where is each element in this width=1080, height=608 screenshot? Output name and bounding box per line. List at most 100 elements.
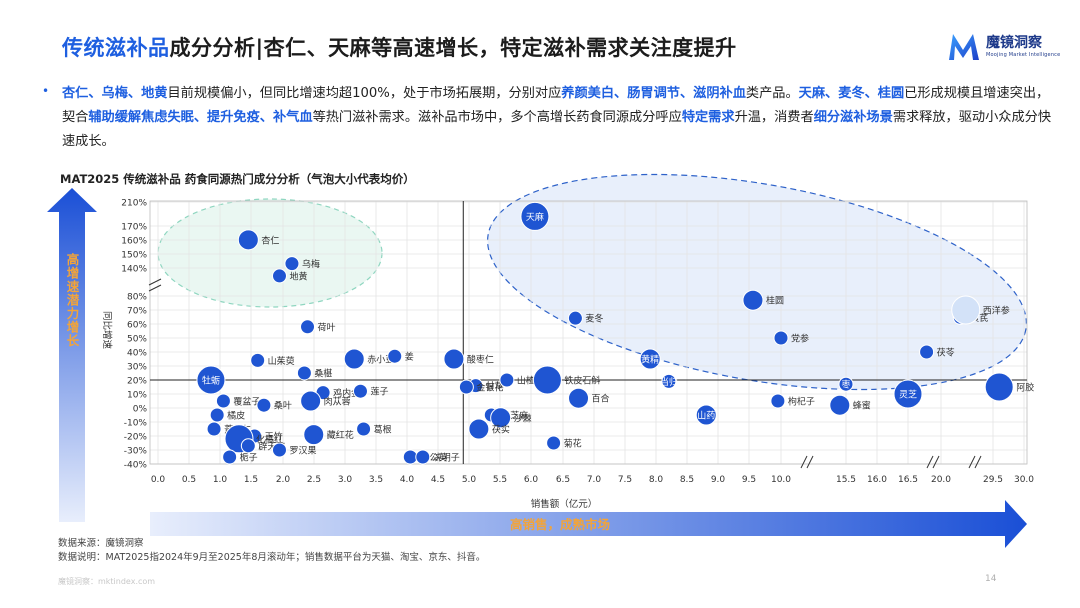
x-tick-label: 0.5 bbox=[182, 475, 196, 485]
bubble-label: 当归 bbox=[660, 376, 678, 388]
x-tick-label: 3.5 bbox=[369, 475, 383, 485]
bubble-菊花 bbox=[546, 435, 562, 451]
bubble-label: 桑叶 bbox=[274, 401, 292, 412]
x-tick-label: 9.5 bbox=[742, 475, 756, 485]
x-tick-label: 5.0 bbox=[462, 475, 477, 485]
bubble-葛根 bbox=[356, 421, 372, 437]
bubble-label: 葛根 bbox=[374, 424, 392, 436]
plot-border bbox=[149, 200, 1028, 465]
page-title-rest: 成分分析|杏仁、天麻等高速增长，特定滋补需求关注度提升 bbox=[169, 36, 737, 60]
y-tick-label: 40% bbox=[127, 349, 147, 359]
x-axis-break-mark bbox=[806, 455, 814, 469]
summary-text: 等热门滋补需求。滋补品市场中，多个高增长药食同源成分呼应 bbox=[312, 110, 682, 125]
bubble-label: 茯苓 bbox=[937, 347, 955, 359]
high-growth-cluster-ellipse bbox=[157, 198, 383, 308]
bubble-黄精 bbox=[639, 348, 661, 370]
bubble-金银花 bbox=[458, 379, 474, 395]
summary-highlight: 细分滋补场景 bbox=[813, 110, 893, 125]
bubble-label: 莲子 bbox=[370, 386, 388, 398]
x-tick-label: 16.0 bbox=[867, 475, 887, 485]
x-tick-label: 0.0 bbox=[151, 475, 166, 485]
x-tick-label: 3.0 bbox=[338, 475, 353, 485]
x-tick-label: 7.0 bbox=[587, 475, 602, 485]
x-tick-label: 16.5 bbox=[898, 475, 918, 485]
bubble-label: 化橘红 bbox=[256, 433, 283, 445]
x-tick-label: 6.5 bbox=[556, 475, 570, 485]
summary-highlight: 特定需求 bbox=[681, 110, 735, 125]
growth-arrow-label: 高增速潜力增长 bbox=[65, 252, 80, 348]
x-tick-label: 7.5 bbox=[618, 475, 632, 485]
summary-highlight: 天麻、麦冬、桂圆 bbox=[798, 86, 905, 101]
bubble-label: 菊花 bbox=[564, 438, 582, 450]
bubble-茯苓 bbox=[919, 344, 935, 360]
bubble-label: 麦冬 bbox=[585, 313, 603, 325]
footer-site: 魔镜洞察：mktindex.com bbox=[58, 577, 156, 586]
bubble-橘皮 bbox=[209, 407, 225, 423]
x-tick-label: 1.5 bbox=[244, 475, 258, 485]
bubble-荷叶 bbox=[300, 319, 316, 335]
bubble-百合 bbox=[568, 387, 590, 409]
x-tick-label: 2.0 bbox=[276, 475, 291, 485]
bubble-枣 bbox=[838, 376, 854, 392]
bubble-label: 橘皮 bbox=[227, 410, 245, 422]
y-tick-label: 50% bbox=[127, 335, 147, 345]
bubble-label: 甘草 bbox=[486, 380, 504, 392]
y-tick-label: 80% bbox=[127, 293, 147, 303]
x-axis-break-mark bbox=[926, 455, 934, 469]
mature-growth-cluster-ellipse bbox=[487, 173, 1027, 391]
y-tick-label: 30% bbox=[127, 363, 147, 373]
bubble-山药 bbox=[695, 404, 717, 426]
bubble-label: 茯实 bbox=[492, 424, 510, 436]
bubble-label: 蜂蜜 bbox=[853, 400, 871, 412]
y-tick-label: 20% bbox=[127, 377, 147, 387]
bubble-阿胶 bbox=[984, 372, 1014, 402]
bubble-枸杞子 bbox=[770, 393, 786, 409]
y-axis-break-mark bbox=[148, 284, 162, 292]
y-tick-label: 150% bbox=[121, 251, 147, 261]
bubble-薏苡仁 bbox=[206, 421, 222, 437]
bubble-label: 天麻 bbox=[526, 211, 544, 223]
y-tick-label: 60% bbox=[127, 321, 147, 331]
bubble-label: 杏仁 bbox=[261, 234, 279, 246]
x-axis-break-mark bbox=[974, 455, 982, 469]
bubble-当归 bbox=[661, 373, 677, 389]
sales-arrow-right bbox=[150, 500, 1027, 548]
x-tick-label: 20.0 bbox=[931, 475, 951, 485]
page-number: 14 bbox=[985, 574, 997, 584]
bubble-覆盆子 bbox=[215, 393, 231, 409]
x-tick-label: 29.5 bbox=[983, 475, 1003, 485]
bubble-决明子 bbox=[415, 449, 431, 465]
bubble-label: 沙棘 bbox=[514, 413, 532, 424]
x-tick-label: 9.0 bbox=[711, 475, 726, 485]
y-tick-label: 70% bbox=[127, 307, 147, 317]
x-tick-label: 1.0 bbox=[213, 475, 228, 485]
sales-arrow-label: 高销售，成熟市场 bbox=[510, 517, 610, 532]
x-axis-title: 销售额（亿元） bbox=[531, 498, 598, 510]
summary-text: 需求释放，驱动小众成分快速成长。 bbox=[62, 110, 1052, 149]
x-tick-label: 4.5 bbox=[431, 475, 445, 485]
bubble-label: 灵芝 bbox=[899, 389, 917, 401]
bubble-山茱萸 bbox=[250, 352, 266, 368]
bubble-label: 百合 bbox=[592, 393, 610, 405]
logo: 魔镜洞察 Moojing Market Intelligence bbox=[946, 30, 1066, 66]
bubble-蜂蜜 bbox=[829, 394, 851, 416]
bubble-赤小豆 bbox=[343, 348, 365, 370]
x-axis-break-mark bbox=[800, 455, 808, 469]
page-title-highlight: 传统滋补品 bbox=[62, 36, 170, 60]
bubble-label: 地黄 bbox=[289, 270, 307, 282]
summary-text: 已形成规模且增速突出，契合 bbox=[62, 86, 1050, 125]
x-tick-label: 4.0 bbox=[400, 475, 415, 485]
x-tick-label: 30.0 bbox=[1014, 475, 1034, 485]
y-tick-label: -40% bbox=[124, 461, 148, 471]
y-tick-label: -10% bbox=[124, 419, 148, 429]
y-axis-break-mark bbox=[148, 278, 162, 286]
bubble-藏红花 bbox=[303, 424, 325, 446]
x-tick-label: 2.5 bbox=[307, 475, 321, 485]
bubble-山楂 bbox=[499, 372, 515, 388]
logo-text: 魔镜洞察 bbox=[986, 35, 1042, 51]
bubble-label: 罗汉果 bbox=[289, 446, 316, 457]
bubble-肉苁蓉 bbox=[300, 390, 322, 412]
x-tick-label: 6.0 bbox=[524, 475, 539, 485]
bubble-桑椹 bbox=[296, 365, 312, 381]
bullet-dot: • bbox=[42, 84, 50, 98]
